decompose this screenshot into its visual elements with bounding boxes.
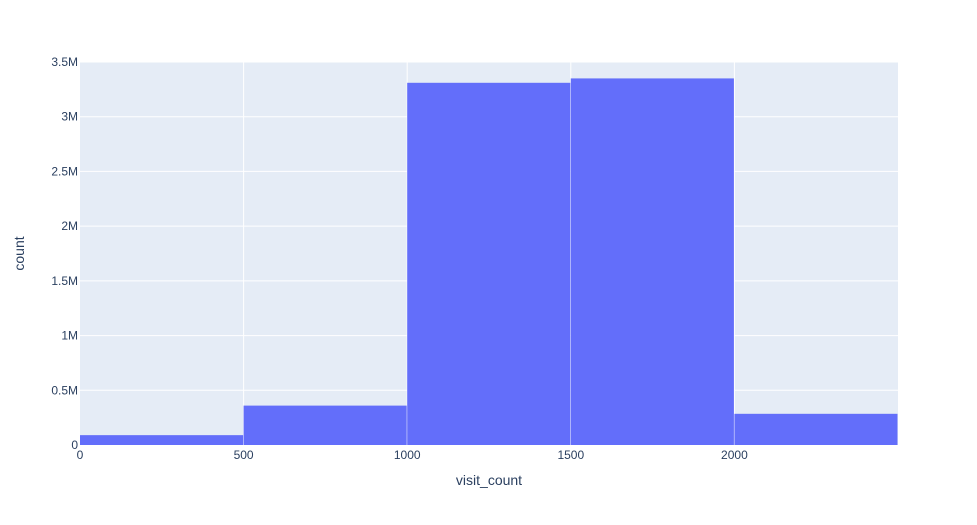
y-tick-label: 0 xyxy=(71,438,78,452)
y-tick-label: 2M xyxy=(61,219,78,233)
histogram-bar[interactable] xyxy=(80,435,244,445)
histogram-bar[interactable] xyxy=(570,78,734,446)
y-tick-label: 3M xyxy=(61,110,78,124)
histogram-bar[interactable] xyxy=(734,413,898,445)
x-axis-title: visit_count xyxy=(456,472,522,488)
y-tick-label: 2.5M xyxy=(51,164,78,178)
histogram-bar[interactable] xyxy=(407,82,571,445)
x-axis-ticks: 0 500 1000 1500 2000 xyxy=(77,448,748,462)
x-tick-label: 2000 xyxy=(721,448,748,462)
x-tick-label: 500 xyxy=(234,448,254,462)
bars xyxy=(80,78,898,446)
y-axis-ticks: 0 0.5M 1M 1.5M 2M 2.5M 3M 3.5M xyxy=(51,55,78,452)
x-tick-label: 1500 xyxy=(557,448,584,462)
y-tick-label: 0.5M xyxy=(51,383,78,397)
y-tick-label: 1M xyxy=(61,329,78,343)
y-axis-title: count xyxy=(11,236,27,270)
x-tick-label: 1000 xyxy=(394,448,421,462)
y-tick-label: 3.5M xyxy=(51,55,78,69)
y-tick-label: 1.5M xyxy=(51,274,78,288)
x-tick-label: 0 xyxy=(77,448,84,462)
histogram-bar[interactable] xyxy=(243,405,407,445)
